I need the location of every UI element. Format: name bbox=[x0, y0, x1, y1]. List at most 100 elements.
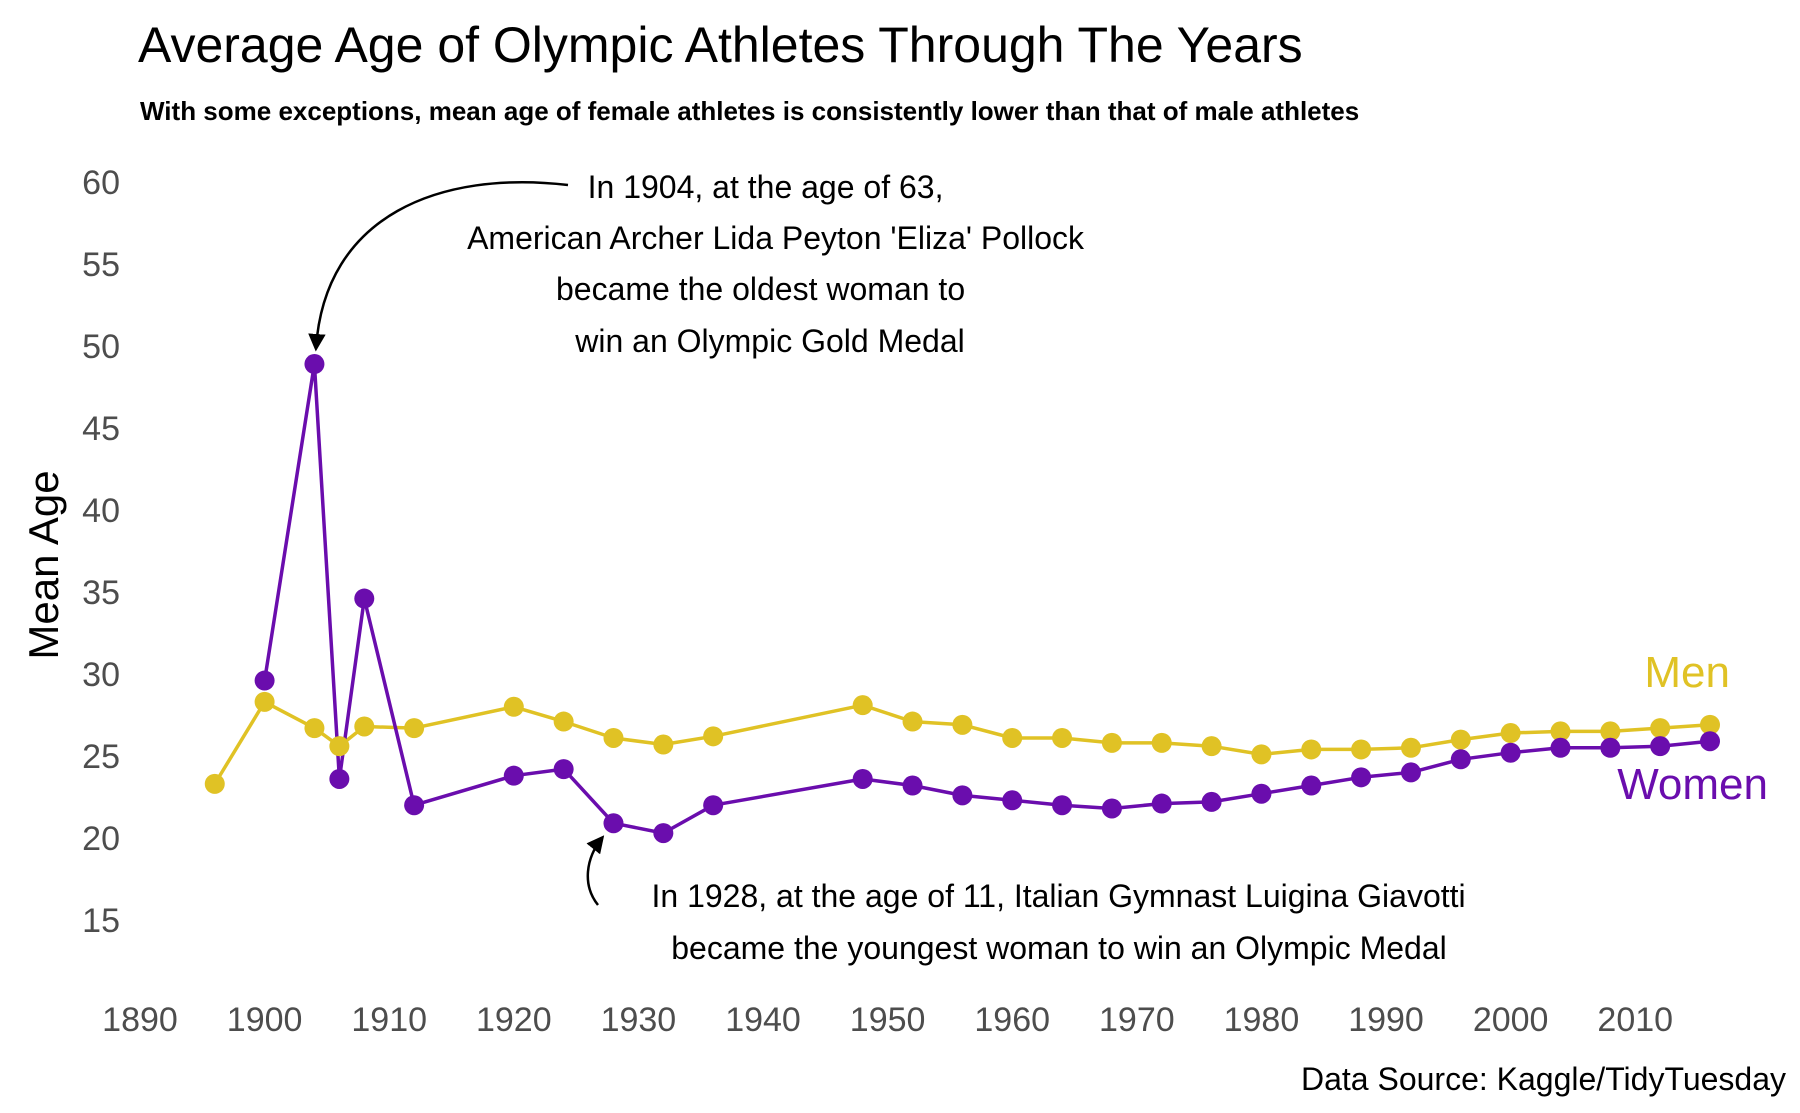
data-point-men bbox=[902, 711, 923, 732]
data-point-women bbox=[653, 823, 674, 844]
annotation-youngest-line-2: became the youngest woman to win an Olym… bbox=[671, 930, 1447, 966]
svg-text:In 1928, at the age of 11, Ita: In 1928, at the age of 11, Italian Gymna… bbox=[651, 878, 1474, 966]
data-point-men bbox=[1052, 727, 1073, 748]
y-tick-label: 45 bbox=[82, 410, 120, 448]
y-tick-label: 35 bbox=[82, 574, 120, 612]
x-tick-label: 2000 bbox=[1473, 1001, 1549, 1039]
data-point-women bbox=[1400, 762, 1421, 783]
data-point-women bbox=[1600, 737, 1621, 758]
data-point-men bbox=[1550, 721, 1571, 742]
data-point-women bbox=[902, 775, 923, 796]
annotation-oldest-woman: In 1904, at the age of 63, American Arch… bbox=[308, 169, 1093, 359]
y-tick-label: 50 bbox=[82, 328, 120, 366]
data-point-women bbox=[1700, 731, 1720, 752]
y-tick-label: 25 bbox=[82, 738, 120, 776]
data-point-men bbox=[1151, 732, 1172, 753]
series-line-women bbox=[262, 362, 1711, 835]
series-points bbox=[204, 354, 1720, 844]
y-tick-label: 55 bbox=[82, 246, 120, 284]
x-tick-label: 1990 bbox=[1348, 1001, 1424, 1039]
data-point-women bbox=[254, 670, 275, 691]
y-axis-title: Mean Age bbox=[20, 470, 67, 659]
data-point-women bbox=[1002, 790, 1023, 811]
series-labels: Men Women bbox=[1617, 648, 1768, 809]
data-point-men bbox=[1500, 723, 1521, 744]
data-point-men bbox=[1400, 737, 1421, 758]
annotation-oldest-line-4: win an Olympic Gold Medal bbox=[574, 323, 964, 359]
x-tick-label: 1930 bbox=[601, 1001, 677, 1039]
data-point-men bbox=[404, 718, 425, 739]
svg-text:In 1904, at the age of 63,: In 1904, at the age of 63, American Arch… bbox=[467, 169, 1093, 359]
data-point-men bbox=[852, 695, 873, 716]
data-point-women bbox=[1151, 793, 1172, 814]
series-label-women: Women bbox=[1617, 760, 1768, 809]
annotation-oldest-arrow bbox=[308, 181, 569, 352]
data-point-women bbox=[603, 813, 624, 834]
x-tick-label: 1970 bbox=[1099, 1001, 1175, 1039]
data-point-women bbox=[404, 795, 425, 816]
x-tick-label: 1890 bbox=[102, 1001, 178, 1039]
chart-subtitle: With some exceptions, mean age of female… bbox=[140, 96, 1359, 126]
y-tick-label: 20 bbox=[82, 820, 120, 858]
series-line-men bbox=[213, 700, 1711, 785]
data-point-women bbox=[1650, 736, 1671, 757]
annotation-youngest-line-1: In 1928, at the age of 11, Italian Gymna… bbox=[651, 878, 1465, 914]
chart-title: Average Age of Olympic Athletes Through … bbox=[138, 17, 1303, 73]
data-point-men bbox=[1101, 732, 1122, 753]
y-axis-ticks: 15 20 25 30 35 40 45 50 55 60 bbox=[82, 164, 120, 940]
data-point-men bbox=[1201, 736, 1222, 757]
data-point-women bbox=[329, 768, 350, 789]
annotation-youngest-arrow bbox=[586, 835, 605, 906]
data-point-men bbox=[1650, 718, 1671, 739]
x-tick-label: 1900 bbox=[227, 1001, 303, 1039]
data-point-men bbox=[329, 736, 350, 757]
data-point-men bbox=[1351, 739, 1372, 760]
data-point-women bbox=[1251, 783, 1272, 804]
x-axis-ticks: 1890 1900 1910 1920 1930 1940 1950 1960 1970 1980… bbox=[102, 1001, 1673, 1039]
annotation-oldest-line-2: American Archer Lida Peyton 'Eliza' Poll… bbox=[467, 220, 1085, 256]
data-point-men bbox=[1301, 739, 1322, 760]
data-point-men bbox=[503, 696, 524, 717]
x-tick-label: 1980 bbox=[1224, 1001, 1300, 1039]
x-tick-label: 1920 bbox=[476, 1001, 552, 1039]
series-label-men: Men bbox=[1644, 648, 1730, 697]
data-source-caption: Data Source: Kaggle/TidyTuesday bbox=[1301, 1061, 1786, 1097]
data-point-women bbox=[1500, 742, 1521, 763]
data-point-women bbox=[1450, 749, 1471, 770]
data-point-men bbox=[1450, 729, 1471, 750]
data-point-men bbox=[603, 727, 624, 748]
y-tick-label: 30 bbox=[82, 656, 120, 694]
data-point-men bbox=[952, 714, 973, 735]
data-point-women bbox=[703, 795, 724, 816]
x-tick-label: 2010 bbox=[1597, 1001, 1673, 1039]
data-point-men bbox=[354, 716, 375, 737]
data-point-women bbox=[553, 759, 574, 780]
x-tick-label: 1910 bbox=[351, 1001, 427, 1039]
data-point-men bbox=[553, 711, 574, 732]
data-point-women bbox=[304, 354, 325, 375]
data-point-men bbox=[1700, 714, 1720, 735]
data-point-men bbox=[1600, 721, 1621, 742]
data-point-women bbox=[1101, 798, 1122, 819]
data-point-men bbox=[1002, 727, 1023, 748]
data-point-men bbox=[653, 734, 674, 755]
y-tick-label: 40 bbox=[82, 492, 120, 530]
data-point-men bbox=[254, 691, 275, 712]
annotation-youngest-woman: In 1928, at the age of 11, Italian Gymna… bbox=[586, 835, 1474, 966]
series-lines bbox=[213, 362, 1711, 835]
data-point-men bbox=[304, 718, 325, 739]
annotation-oldest-line-1: In 1904, at the age of 63, bbox=[588, 169, 944, 205]
x-tick-label: 1950 bbox=[850, 1001, 926, 1039]
data-point-women bbox=[1301, 775, 1322, 796]
data-point-women bbox=[1052, 795, 1073, 816]
data-point-women bbox=[1550, 737, 1571, 758]
data-point-women bbox=[1351, 767, 1372, 788]
data-point-men bbox=[204, 773, 225, 794]
x-tick-label: 1960 bbox=[974, 1001, 1050, 1039]
annotation-oldest-line-3: became the oldest woman to bbox=[556, 271, 965, 307]
data-point-women bbox=[354, 588, 375, 609]
data-point-women bbox=[1201, 791, 1222, 812]
y-tick-label: 60 bbox=[82, 164, 120, 202]
data-point-women bbox=[852, 768, 873, 789]
